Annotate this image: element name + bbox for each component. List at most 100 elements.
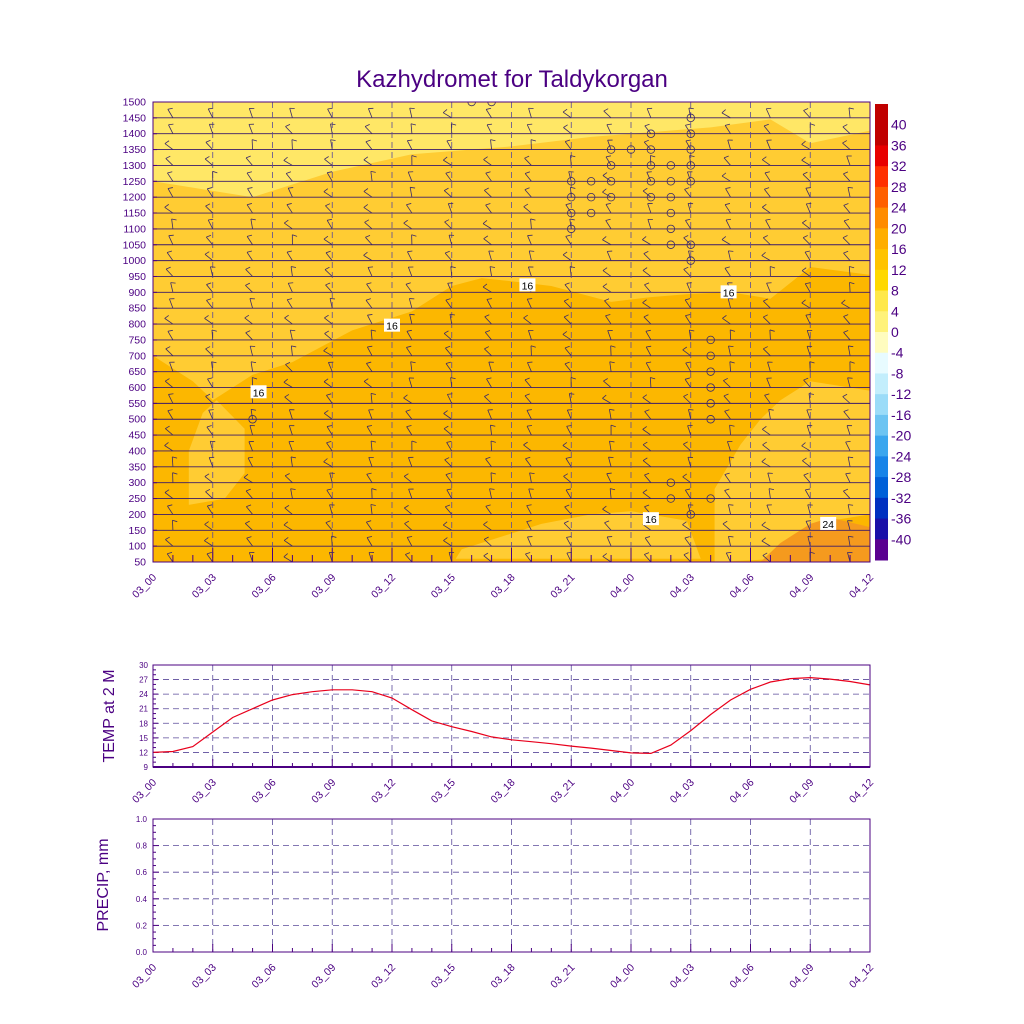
wind-barb-flag <box>410 361 416 364</box>
wind-barb-flag <box>805 520 812 522</box>
wind-barb-flag <box>164 489 170 493</box>
wind-barb-shaft <box>646 172 652 182</box>
wind-barb-shaft <box>642 492 652 499</box>
wind-barb-flag <box>562 331 568 335</box>
wind-barb-shaft <box>524 189 532 198</box>
wind-barb-shaft <box>606 124 612 134</box>
wind-barb-shaft <box>448 235 453 245</box>
wind-barb-shaft <box>325 205 333 214</box>
wind-barb-flag <box>569 218 575 221</box>
wind-barb-flag <box>609 440 615 443</box>
wind-barb-flag <box>365 234 371 238</box>
wind-barb-shaft <box>443 190 453 198</box>
wind-barb-flag <box>644 472 650 476</box>
wind-barb-shaft <box>210 266 214 277</box>
wind-barb-shaft <box>284 475 293 483</box>
wind-barb-shaft <box>523 206 532 214</box>
x-tick-label: 03_06 <box>249 777 278 806</box>
wind-barb-flag <box>324 314 329 319</box>
wind-barb-flag <box>363 204 369 208</box>
wind-barb-flag <box>728 504 734 506</box>
calm-wind-markers <box>248 102 715 519</box>
wind-barb-flag <box>803 472 809 476</box>
wind-barb-shaft <box>524 379 532 388</box>
wind-barb-flag <box>763 235 768 239</box>
wind-barb-shaft <box>403 222 413 230</box>
wind-barb-flag <box>565 139 571 143</box>
wind-barb-flag <box>165 155 171 159</box>
wind-barb-flag <box>325 203 331 207</box>
wind-barb-flag <box>689 329 695 332</box>
wind-barb-shaft <box>363 159 373 166</box>
wind-barb-flag <box>410 186 416 189</box>
wind-barb-flag <box>486 377 492 380</box>
wind-barb-shaft <box>250 361 253 372</box>
wind-barb-flag <box>370 393 376 395</box>
wind-barb-shaft <box>327 108 333 119</box>
y-tick-label: 1450 <box>123 112 147 124</box>
wind-barb-shaft <box>443 524 452 531</box>
x-tick-label: 04_12 <box>847 962 876 991</box>
wind-barb-flag <box>406 425 412 428</box>
calm-circle <box>606 145 616 154</box>
wind-barb-flag <box>331 535 337 538</box>
wind-barb-shaft <box>526 425 532 436</box>
wind-barb-shaft <box>246 172 253 182</box>
wind-barb-flag <box>290 456 297 459</box>
wind-barb-flag <box>610 488 616 491</box>
y-tick-label: 1050 <box>123 239 147 251</box>
wind-barb-flag <box>445 504 451 508</box>
wind-barb-shaft <box>164 318 174 325</box>
wind-barb-flag <box>603 378 608 382</box>
wind-barb-shaft <box>206 300 214 309</box>
wind-barb-shaft <box>366 521 373 531</box>
temperature-panel: 30 27 24 21 18 15 12 9 03_00 03_03 03_06 03_09 03_1… <box>101 661 876 806</box>
wind-barb-shaft <box>841 302 851 309</box>
wind-barb-shaft <box>410 361 413 372</box>
wind-barb-flag <box>685 361 691 364</box>
wind-barb-shaft <box>846 155 851 166</box>
wind-barb-flag <box>363 251 368 256</box>
wind-barb-flag <box>682 346 688 351</box>
wind-barb-shaft <box>323 461 333 468</box>
wind-barb-flag <box>404 505 409 509</box>
profile-x-ticks: 03_00 03_03 03_06 03_09 03_12 03_15 03_18 03_21… <box>130 572 876 601</box>
wind-barb-shaft <box>724 490 731 499</box>
wind-barb-flag <box>286 171 292 174</box>
wind-barb-shaft <box>171 218 174 229</box>
wind-barb-shaft <box>171 456 174 467</box>
wind-barb-shaft <box>484 190 492 198</box>
wind-barb-flag <box>326 425 333 427</box>
wind-barb-shaft <box>642 460 652 468</box>
wind-barb-shaft <box>368 457 373 467</box>
wind-barb-shaft <box>528 330 532 341</box>
wind-barb-flag <box>843 250 849 254</box>
wind-barb-flag <box>245 488 251 492</box>
wind-barb-flag <box>566 536 572 538</box>
wind-barb-shaft <box>290 266 293 277</box>
profile-grid <box>153 102 870 562</box>
x-tick-label: 03_21 <box>548 962 577 991</box>
y-tick-label: 250 <box>128 493 146 505</box>
wind-barb-shaft <box>803 379 811 388</box>
wind-barb-shaft <box>689 155 692 166</box>
x-tick-label: 03_09 <box>309 777 338 806</box>
wind-barb-shaft <box>526 298 532 309</box>
wind-barb-flag <box>683 441 688 445</box>
contour-label-box <box>642 512 659 526</box>
colorbar-swatch <box>875 414 888 437</box>
wind-barb-shaft <box>523 317 532 325</box>
wind-barbs <box>164 107 855 562</box>
wind-barb-shaft <box>564 363 572 372</box>
colorbar-label: 24 <box>891 200 907 216</box>
wind-barb-shaft <box>205 396 214 404</box>
wind-barb-shaft <box>724 125 731 134</box>
wind-barb-flag <box>447 393 453 395</box>
wind-barb-shaft <box>490 425 492 436</box>
wind-barb-shaft <box>284 317 293 325</box>
wind-barb-flag <box>450 377 456 380</box>
wind-barb-flag <box>165 536 170 540</box>
wind-barb-flag <box>165 346 171 350</box>
wind-barb-shaft <box>165 348 174 357</box>
